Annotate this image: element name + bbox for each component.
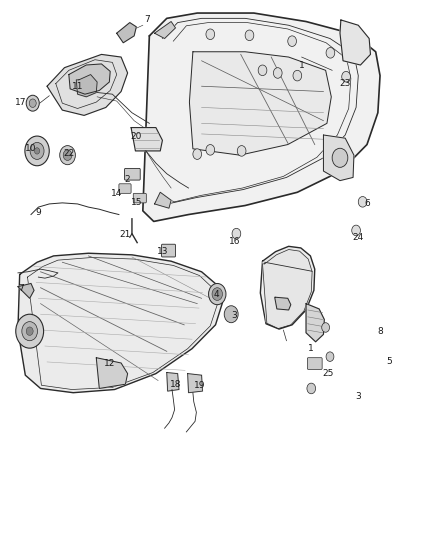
Polygon shape <box>306 304 324 342</box>
Text: 8: 8 <box>377 327 383 336</box>
Circle shape <box>29 99 36 108</box>
Polygon shape <box>155 192 171 208</box>
Circle shape <box>273 68 282 78</box>
Circle shape <box>352 225 360 236</box>
Polygon shape <box>18 253 223 393</box>
Circle shape <box>25 136 49 166</box>
Text: 5: 5 <box>386 358 392 367</box>
Text: 16: 16 <box>229 237 240 246</box>
Text: 9: 9 <box>35 208 41 217</box>
Circle shape <box>26 95 39 111</box>
Text: 23: 23 <box>339 79 351 88</box>
Circle shape <box>232 228 241 239</box>
Circle shape <box>358 197 367 207</box>
Circle shape <box>224 306 238 322</box>
Text: 1: 1 <box>299 61 304 69</box>
Polygon shape <box>323 135 354 181</box>
Text: 22: 22 <box>63 149 74 158</box>
Circle shape <box>22 321 38 341</box>
Polygon shape <box>260 246 315 329</box>
Circle shape <box>206 144 215 155</box>
Circle shape <box>332 148 348 167</box>
Text: 3: 3 <box>231 311 237 320</box>
Circle shape <box>26 327 33 335</box>
Polygon shape <box>155 21 176 38</box>
Polygon shape <box>76 75 97 97</box>
Circle shape <box>16 314 44 348</box>
Polygon shape <box>187 374 202 393</box>
Circle shape <box>206 29 215 39</box>
Circle shape <box>237 146 246 156</box>
Text: 11: 11 <box>72 82 83 91</box>
Circle shape <box>245 30 254 41</box>
Text: 15: 15 <box>131 198 142 207</box>
Text: 20: 20 <box>131 132 142 141</box>
Text: 25: 25 <box>322 369 333 378</box>
Polygon shape <box>117 22 136 43</box>
Polygon shape <box>262 248 312 327</box>
Text: 21: 21 <box>120 230 131 239</box>
Circle shape <box>63 150 72 160</box>
Polygon shape <box>189 52 331 155</box>
Text: 19: 19 <box>194 381 205 390</box>
Text: 10: 10 <box>25 144 37 154</box>
Circle shape <box>35 148 40 154</box>
Text: 24: 24 <box>353 233 364 242</box>
Circle shape <box>322 322 329 332</box>
Circle shape <box>326 352 334 361</box>
Text: 7: 7 <box>18 284 24 293</box>
Circle shape <box>60 146 75 165</box>
Circle shape <box>208 284 226 305</box>
Text: 14: 14 <box>111 189 122 198</box>
Circle shape <box>212 288 223 301</box>
Text: 7: 7 <box>144 15 150 25</box>
FancyBboxPatch shape <box>119 184 131 193</box>
Text: 13: 13 <box>157 247 168 256</box>
Text: 1: 1 <box>307 344 313 353</box>
Circle shape <box>193 149 201 159</box>
Polygon shape <box>167 373 179 391</box>
Text: 3: 3 <box>355 392 361 401</box>
Polygon shape <box>131 127 162 151</box>
Circle shape <box>326 47 335 58</box>
Circle shape <box>30 142 44 159</box>
Polygon shape <box>47 54 127 115</box>
Polygon shape <box>340 20 371 65</box>
Circle shape <box>342 71 350 82</box>
Text: 2: 2 <box>125 174 131 183</box>
Circle shape <box>258 65 267 76</box>
Circle shape <box>307 383 316 394</box>
FancyBboxPatch shape <box>162 244 176 257</box>
FancyBboxPatch shape <box>133 193 146 203</box>
Polygon shape <box>69 64 110 94</box>
Polygon shape <box>18 284 34 298</box>
FancyBboxPatch shape <box>124 168 140 180</box>
Text: 18: 18 <box>170 379 181 389</box>
Polygon shape <box>275 297 291 310</box>
Polygon shape <box>143 13 380 221</box>
Text: 17: 17 <box>15 98 27 107</box>
Circle shape <box>293 70 302 81</box>
Text: 4: 4 <box>214 289 219 298</box>
Text: 12: 12 <box>104 359 115 367</box>
FancyBboxPatch shape <box>307 358 322 369</box>
Polygon shape <box>96 358 127 389</box>
Text: 6: 6 <box>364 199 370 208</box>
Circle shape <box>288 36 297 46</box>
